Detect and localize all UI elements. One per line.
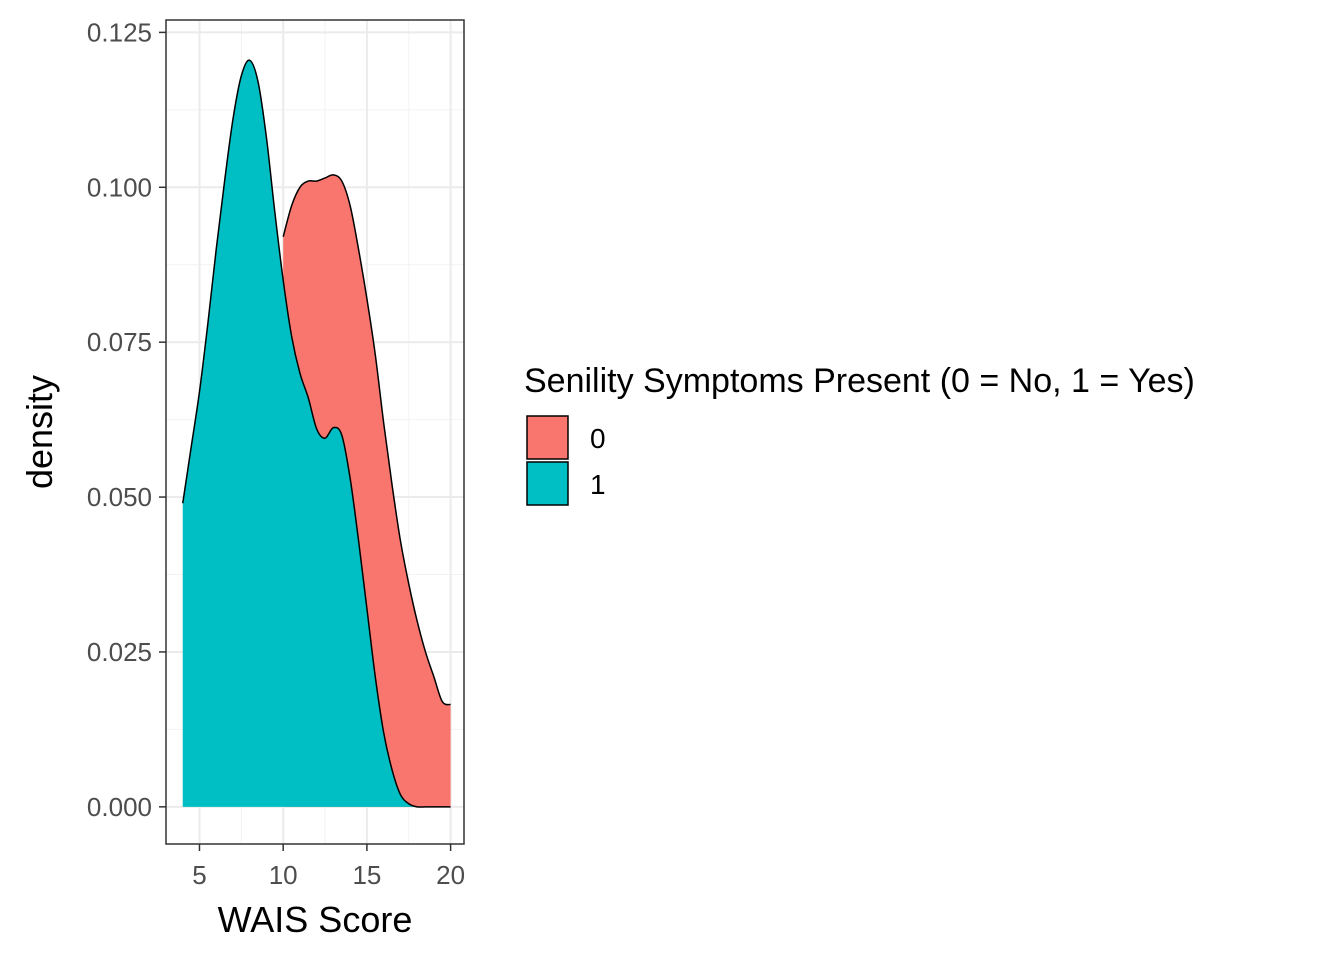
x-axis: 5 10 15 20	[192, 844, 465, 890]
legend-label-1: 1	[590, 469, 606, 500]
y-axis: 0.000 0.025 0.050 0.075 0.100 0.125	[87, 17, 166, 822]
y-axis-title: density	[19, 375, 60, 489]
legend-key-1	[526, 461, 569, 506]
panel-border	[165, 19, 465, 845]
density-areas	[181, 59, 451, 808]
y-tick-label: 0.075	[87, 327, 152, 357]
y-tick-label: 0.050	[87, 482, 152, 512]
y-tick-label: 0.125	[87, 17, 152, 47]
density-area-1	[182, 60, 451, 808]
density-outline-1	[181, 59, 451, 808]
x-tick-label: 20	[436, 860, 465, 890]
y-tick-label: 0.100	[87, 172, 152, 202]
y-tick-label: 0.000	[87, 792, 152, 822]
legend-key-0	[526, 415, 569, 460]
x-tick-label: 5	[192, 860, 206, 890]
legend-title: Senility Symptoms Present (0 = No, 1 = Y…	[524, 362, 1195, 400]
legend: Senility Symptoms Present (0 = No, 1 = Y…	[524, 362, 1195, 506]
x-tick-label: 15	[352, 860, 381, 890]
x-tick-label: 10	[269, 860, 298, 890]
legend-label-0: 0	[590, 423, 606, 454]
x-axis-title: WAIS Score	[218, 899, 413, 940]
y-tick-label: 0.025	[87, 637, 152, 667]
density-outline-0	[282, 174, 451, 706]
